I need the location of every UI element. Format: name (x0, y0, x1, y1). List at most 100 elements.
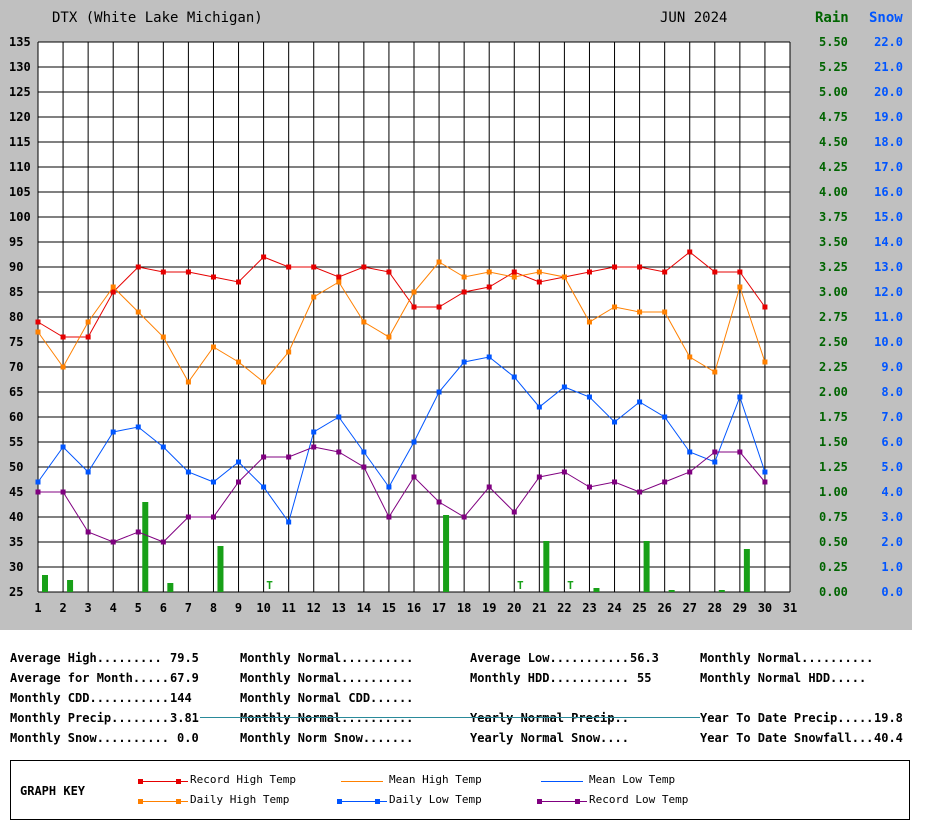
x-tick-label: 21 (532, 601, 546, 615)
record-high-key-marker (176, 779, 181, 784)
series-point (687, 449, 693, 455)
series-point (662, 414, 668, 420)
series-point (236, 459, 242, 465)
series-point (35, 319, 41, 325)
series-point (461, 514, 467, 520)
series-point (612, 304, 618, 310)
series-point (461, 289, 467, 295)
series-point (486, 284, 492, 290)
y-tick-label: 25 (9, 585, 23, 599)
snow-tick-label: 3.0 (881, 510, 903, 524)
record-high-key-marker (138, 779, 143, 784)
series-point (762, 304, 768, 310)
record-low-key-marker (537, 799, 542, 804)
series-point (436, 389, 442, 395)
series-point (110, 289, 116, 295)
series-point (60, 334, 66, 340)
series-point (160, 444, 166, 450)
series-point (436, 259, 442, 265)
rain-tick-label: 4.00 (819, 185, 848, 199)
series-point (210, 274, 216, 280)
mean-high-key-label: Mean High Temp (389, 773, 482, 786)
series-point (662, 479, 668, 485)
x-tick-label: 23 (582, 601, 596, 615)
series-point (60, 444, 66, 450)
y-tick-label: 75 (9, 335, 23, 349)
snow-tick-label: 18.0 (874, 135, 903, 149)
ytd-snow-label: Year To Date Snowfall... (700, 731, 874, 745)
series-point (85, 334, 91, 340)
rain-tick-label: 0.00 (819, 585, 848, 599)
series-point (561, 274, 567, 280)
series-point (536, 279, 542, 285)
snow-tick-label: 17.0 (874, 160, 903, 174)
x-tick-label: 25 (632, 601, 646, 615)
monthly-hdd-value: 55 (637, 671, 652, 685)
series-point (436, 499, 442, 505)
y-tick-label: 120 (9, 110, 31, 124)
monthly-hdd-label: Monthly HDD........... (470, 671, 629, 685)
graph-key: GRAPH KEY Record High Temp Mean High Tem… (10, 760, 910, 820)
series-point (662, 309, 668, 315)
series-point (361, 264, 367, 270)
series-point (85, 469, 91, 475)
snow-tick-label: 6.0 (881, 435, 903, 449)
rain-tick-label: 1.00 (819, 485, 848, 499)
x-tick-label: 17 (432, 601, 446, 615)
precip-bar (42, 575, 48, 592)
series-point (411, 474, 417, 480)
snow-tick-label: 0.0 (881, 585, 903, 599)
series-point (637, 264, 643, 270)
rain-tick-label: 2.00 (819, 385, 848, 399)
period-title: JUN 2024 (660, 10, 728, 26)
y-tick-label: 95 (9, 235, 23, 249)
series-point (110, 429, 116, 435)
x-tick-label: 5 (135, 601, 142, 615)
precip-bar (743, 549, 750, 592)
series-point (135, 309, 141, 315)
precip-bar (643, 541, 650, 592)
series-point (637, 309, 643, 315)
series-point (286, 264, 292, 270)
rain-tick-label: 5.00 (819, 85, 848, 99)
series-point (85, 529, 91, 535)
snow-tick-label: 22.0 (874, 35, 903, 49)
ytd-snow-value: 40.4 (874, 731, 903, 745)
series-point (511, 269, 517, 275)
chart-panel: DTX (White Lake Michigan) JUN 2024 Rain … (0, 0, 912, 630)
series-point (511, 274, 517, 280)
monthly-snow-label: Monthly Snow.......... (10, 731, 169, 745)
precip-bar (543, 541, 550, 592)
daily-low-key-line (337, 801, 387, 802)
mean-low-key-line (541, 781, 583, 782)
daily-low-key-marker (337, 799, 342, 804)
monthly-normal-label: Monthly Normal.......... (240, 711, 414, 725)
series-point (135, 264, 141, 270)
series-point (236, 479, 242, 485)
x-tick-label: 11 (281, 601, 295, 615)
mean-high-key-line (341, 781, 383, 782)
rain-tick-label: 4.75 (819, 110, 848, 124)
daily-high-key-marker (176, 799, 181, 804)
series-point (712, 459, 718, 465)
series-point (486, 354, 492, 360)
series-point (336, 449, 342, 455)
rain-tick-label: 1.50 (819, 435, 848, 449)
record-low-key-line (537, 801, 587, 802)
series-point (261, 454, 267, 460)
rain-tick-label: 3.25 (819, 260, 848, 274)
series-point (461, 274, 467, 280)
record-high-key-label: Record High Temp (190, 773, 296, 786)
series-point (561, 384, 567, 390)
series-point (737, 394, 743, 400)
series-point (762, 479, 768, 485)
series-point (185, 514, 191, 520)
avg-month-label: Average for Month..... (10, 671, 169, 685)
y-tick-label: 30 (9, 560, 23, 574)
rain-tick-label: 4.25 (819, 160, 848, 174)
rain-tick-label: 2.50 (819, 335, 848, 349)
rain-axis-title: Rain (815, 10, 849, 26)
y-tick-label: 35 (9, 535, 23, 549)
snow-tick-label: 10.0 (874, 335, 903, 349)
yearly-normal-snow-label: Yearly Normal Snow.... (470, 731, 629, 745)
